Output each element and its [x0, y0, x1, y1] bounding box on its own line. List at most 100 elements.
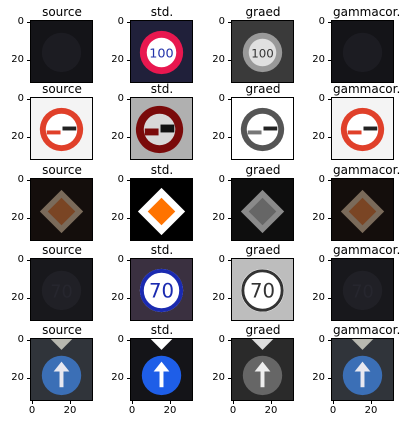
panel-title: std. — [150, 323, 174, 337]
traffic-sign-image — [331, 20, 394, 83]
y-tick-mark — [228, 218, 231, 219]
y-tick-mark — [127, 218, 130, 219]
y-tick-mark — [328, 298, 331, 299]
y-tick-label: 0 — [218, 334, 225, 345]
panel-title: graed — [245, 5, 281, 19]
y-tick-label: 20 — [212, 54, 225, 65]
panel-title: graed — [245, 82, 281, 96]
y-tick-mark — [228, 340, 231, 341]
x-tick-mark — [371, 401, 372, 404]
x-tick-label: 20 — [163, 405, 177, 416]
y-tick-label: 0 — [318, 334, 325, 345]
y-tick-mark — [328, 137, 331, 138]
y-tick-label: 20 — [212, 372, 225, 383]
svg-text:70: 70 — [50, 282, 73, 302]
y-tick-label: 0 — [17, 174, 24, 185]
y-tick-mark — [228, 60, 231, 61]
y-tick-mark — [127, 180, 130, 181]
y-tick-mark — [328, 260, 331, 261]
x-tick-label: 20 — [264, 405, 278, 416]
y-tick-mark — [27, 218, 30, 219]
y-tick-mark — [127, 378, 130, 379]
y-tick-label: 20 — [11, 54, 24, 65]
x-tick-label: 0 — [28, 405, 36, 416]
x-tick-mark — [32, 401, 33, 404]
y-tick-mark — [328, 99, 331, 100]
y-tick-mark — [228, 260, 231, 261]
y-tick-mark — [328, 60, 331, 61]
y-tick-mark — [127, 99, 130, 100]
traffic-sign-image: 100 — [231, 20, 294, 83]
y-tick-mark — [27, 60, 30, 61]
x-tick-mark — [333, 401, 334, 404]
traffic-sign-image — [231, 178, 294, 241]
traffic-sign-image — [231, 338, 294, 401]
panel-title: gammacor. — [333, 5, 401, 19]
traffic-sign-image: 100 — [130, 20, 193, 83]
svg-text:70: 70 — [351, 282, 374, 302]
y-tick-mark — [228, 180, 231, 181]
y-tick-label: 0 — [117, 93, 124, 104]
y-tick-mark — [27, 99, 30, 100]
svg-text:100: 100 — [149, 46, 173, 61]
traffic-sign-image — [331, 338, 394, 401]
y-tick-mark — [27, 22, 30, 23]
y-tick-label: 0 — [218, 174, 225, 185]
y-tick-label: 0 — [318, 93, 325, 104]
panel-title: std. — [150, 82, 174, 96]
y-tick-label: 20 — [312, 292, 325, 303]
y-tick-label: 20 — [212, 212, 225, 223]
y-tick-label: 20 — [111, 131, 124, 142]
traffic-sign-image — [130, 97, 193, 160]
traffic-sign-image — [30, 20, 93, 83]
traffic-sign-image: 70 — [331, 258, 394, 321]
y-tick-mark — [127, 340, 130, 341]
y-tick-mark — [27, 378, 30, 379]
y-tick-label: 20 — [312, 212, 325, 223]
y-tick-mark — [228, 137, 231, 138]
y-tick-mark — [127, 137, 130, 138]
y-tick-label: 0 — [117, 16, 124, 27]
svg-text:100: 100 — [251, 46, 274, 60]
y-tick-label: 0 — [318, 16, 325, 27]
y-tick-label: 20 — [312, 54, 325, 65]
traffic-sign-image — [30, 338, 93, 401]
traffic-sign-image — [231, 97, 294, 160]
x-tick-mark — [271, 401, 272, 404]
y-tick-label: 0 — [117, 334, 124, 345]
svg-text:70: 70 — [250, 279, 275, 302]
y-tick-label: 0 — [17, 334, 24, 345]
panel-title: graed — [245, 243, 281, 257]
traffic-sign-image — [30, 178, 93, 241]
panel-title: source — [42, 82, 82, 96]
panel-title: graed — [245, 163, 281, 177]
y-tick-label: 20 — [11, 372, 24, 383]
y-tick-label: 20 — [312, 372, 325, 383]
y-tick-label: 20 — [212, 292, 225, 303]
y-tick-mark — [228, 99, 231, 100]
y-tick-label: 0 — [17, 254, 24, 265]
y-tick-mark — [27, 260, 30, 261]
traffic-sign-image — [130, 178, 193, 241]
y-tick-mark — [127, 298, 130, 299]
y-tick-label: 20 — [111, 54, 124, 65]
y-tick-mark — [328, 340, 331, 341]
y-tick-label: 20 — [11, 131, 24, 142]
y-tick-mark — [127, 60, 130, 61]
y-tick-mark — [127, 22, 130, 23]
svg-text:70: 70 — [149, 279, 174, 302]
y-tick-label: 0 — [117, 254, 124, 265]
traffic-sign-image: 70 — [231, 258, 294, 321]
y-tick-label: 20 — [11, 292, 24, 303]
panel-title: source — [42, 323, 82, 337]
panel-title: gammacor. — [333, 82, 401, 96]
y-tick-mark — [328, 180, 331, 181]
y-tick-mark — [328, 378, 331, 379]
y-tick-label: 0 — [17, 16, 24, 27]
panel-title: source — [42, 243, 82, 257]
panel-title: source — [42, 5, 82, 19]
x-tick-label: 20 — [63, 405, 77, 416]
x-tick-mark — [132, 401, 133, 404]
y-tick-label: 20 — [111, 292, 124, 303]
